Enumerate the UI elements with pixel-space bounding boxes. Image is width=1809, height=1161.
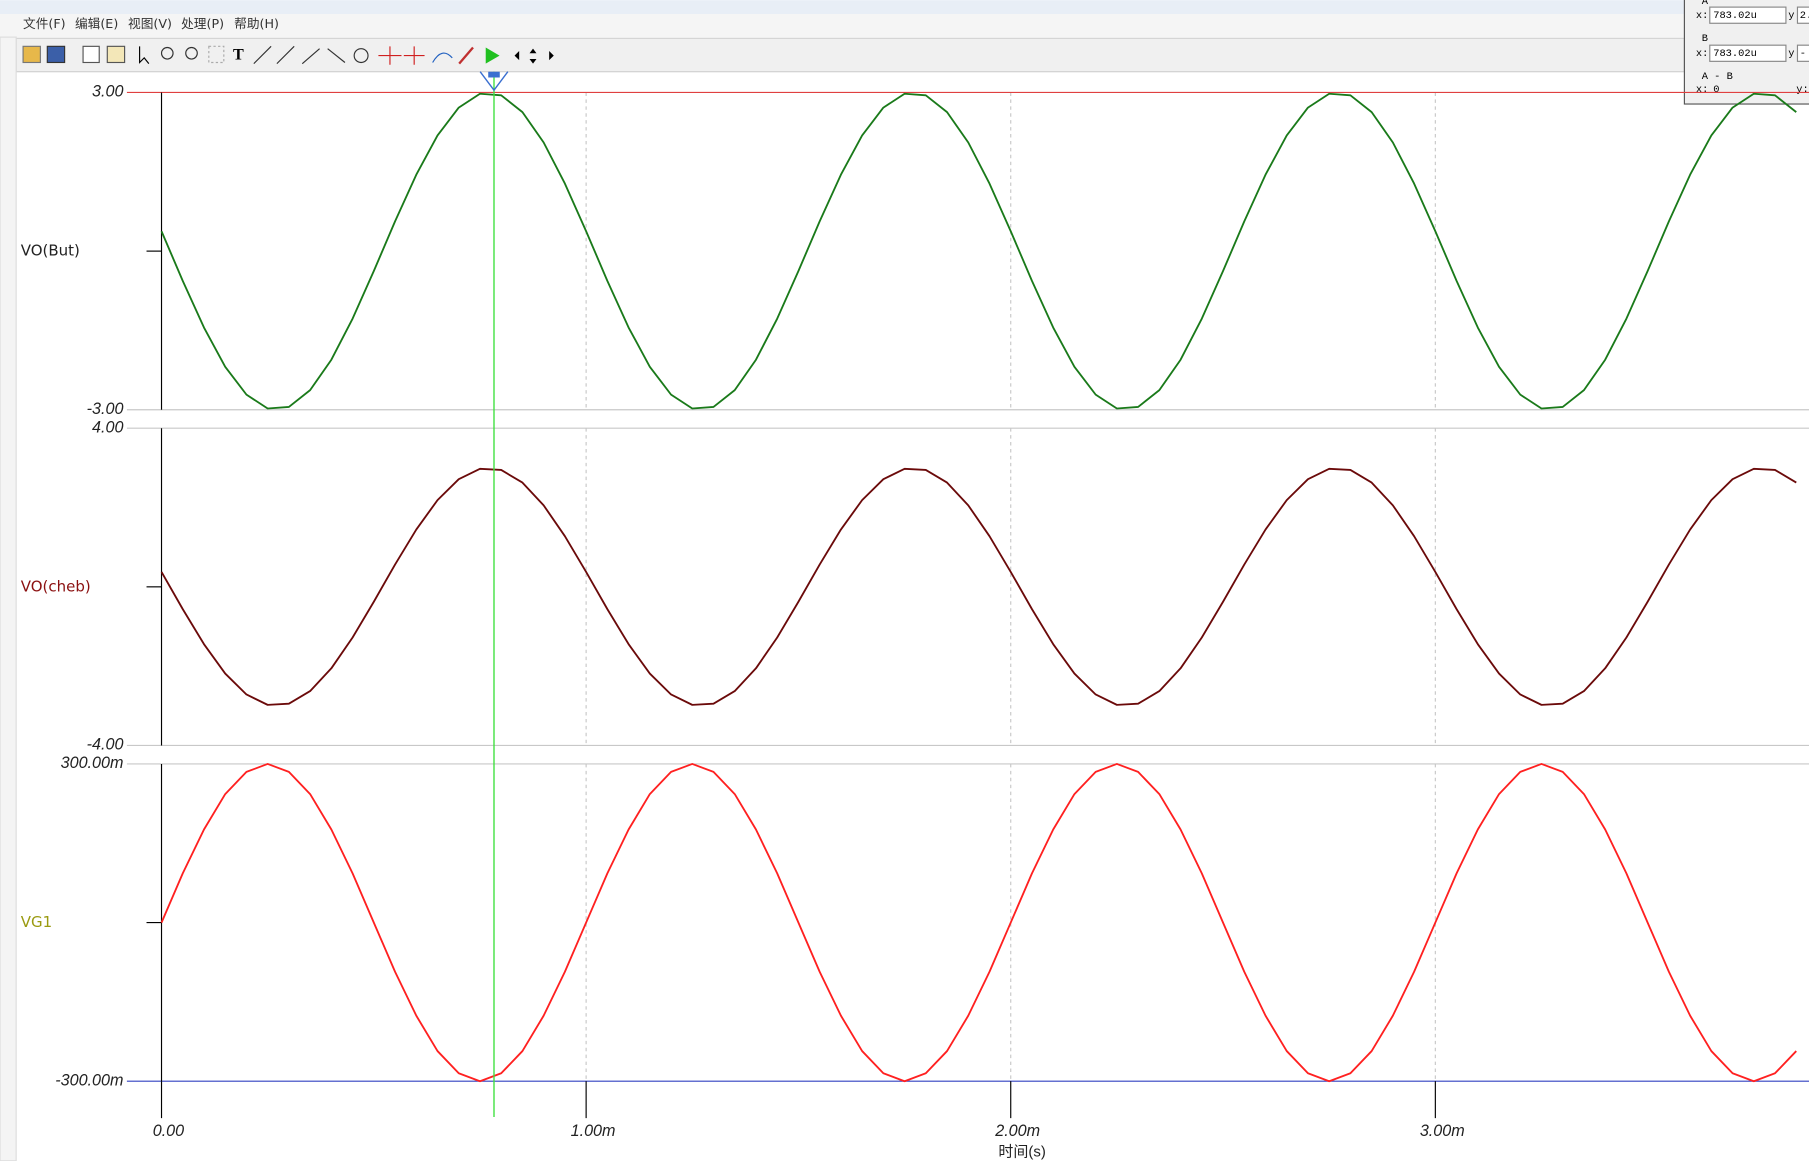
circle-button[interactable] <box>353 48 369 64</box>
y-tick-label: 300.00m <box>61 754 124 772</box>
diff-label: A - B <box>1702 71 1733 83</box>
zoom-in-button[interactable] <box>160 46 174 60</box>
cursor-b-y: - <box>1800 48 1806 60</box>
cursor-handle-box <box>488 71 500 78</box>
title-bar <box>0 0 1685 15</box>
x-tick-label: 2.00m <box>994 1122 1040 1140</box>
series-label: VG1 <box>21 913 52 931</box>
x-tick-label: 1.00m <box>571 1122 616 1140</box>
series-label: VO(But) <box>21 242 80 260</box>
y-tick-label: -300.00m <box>55 1071 123 1089</box>
diff-x: 0 <box>1713 84 1719 96</box>
overlay-button[interactable] <box>432 52 453 63</box>
cursor-buttons[interactable] <box>378 46 425 65</box>
zoom-full-button[interactable] <box>208 45 225 64</box>
x-tick-label: 0.00 <box>153 1122 184 1140</box>
waveform <box>160 467 1797 706</box>
open-button[interactable] <box>22 45 41 64</box>
y-label: y: <box>1796 84 1808 96</box>
cursor-a-label: A <box>1702 0 1709 8</box>
nav-buttons[interactable] <box>514 48 554 64</box>
toolbar <box>15 37 1685 73</box>
cursor-handle[interactable] <box>479 71 509 92</box>
series-label: VO(cheb) <box>21 577 91 595</box>
probe-button[interactable] <box>458 46 474 65</box>
trace-buttons[interactable] <box>253 45 320 65</box>
line-button[interactable] <box>327 48 346 63</box>
x-label: x: <box>1696 84 1708 96</box>
run-button[interactable] <box>485 47 500 64</box>
cursor-b-x-field[interactable] <box>1709 44 1787 62</box>
waveform <box>160 92 1797 410</box>
menu-bar <box>0 14 1685 38</box>
cursor-a-y: 2. <box>1800 10 1809 22</box>
zoom-out-button[interactable] <box>185 46 198 60</box>
paste-button[interactable] <box>106 45 126 64</box>
cursor-panel: A x: 783.02u y: 2. B x: 783.02u y: - A -… <box>1683 0 1809 105</box>
text-button[interactable]: T <box>233 46 244 63</box>
cursor-a-y-field[interactable] <box>1796 6 1809 24</box>
x-label: x: <box>1696 10 1708 22</box>
select-button[interactable] <box>139 46 150 65</box>
x-label: x: <box>1696 48 1708 60</box>
toolbar-icons: T <box>22 45 554 65</box>
cursor-a-x-field[interactable] <box>1709 6 1787 24</box>
y-tick-label: -4.00 <box>87 736 124 754</box>
y-tick-label: 3.00 <box>92 83 123 101</box>
cursor-b-label: B <box>1702 33 1708 45</box>
x-tick-label: 3.00m <box>1420 1122 1465 1140</box>
save-button[interactable] <box>46 45 66 64</box>
menu-item[interactable]: 视图(V) <box>128 16 172 31</box>
menu-item[interactable]: 编辑(E) <box>75 16 118 31</box>
x-axis-title: 时间(s) <box>998 1144 1045 1161</box>
waveform <box>160 763 1797 1083</box>
cursor-b-x: 783.02u <box>1713 48 1757 60</box>
cursor-b-y-field[interactable] <box>1796 44 1809 62</box>
menu-item[interactable]: 帮助(H) <box>234 16 279 31</box>
menu-item[interactable]: 文件(F) <box>23 16 66 31</box>
copy-button[interactable] <box>82 45 100 64</box>
y-tick-label: -3.00 <box>87 400 124 418</box>
y-tick-label: 4.00 <box>92 418 123 436</box>
left-margin <box>0 36 17 1161</box>
menu-item[interactable]: 处理(P) <box>181 16 224 31</box>
cursor-a-x: 783.02u <box>1713 10 1757 22</box>
